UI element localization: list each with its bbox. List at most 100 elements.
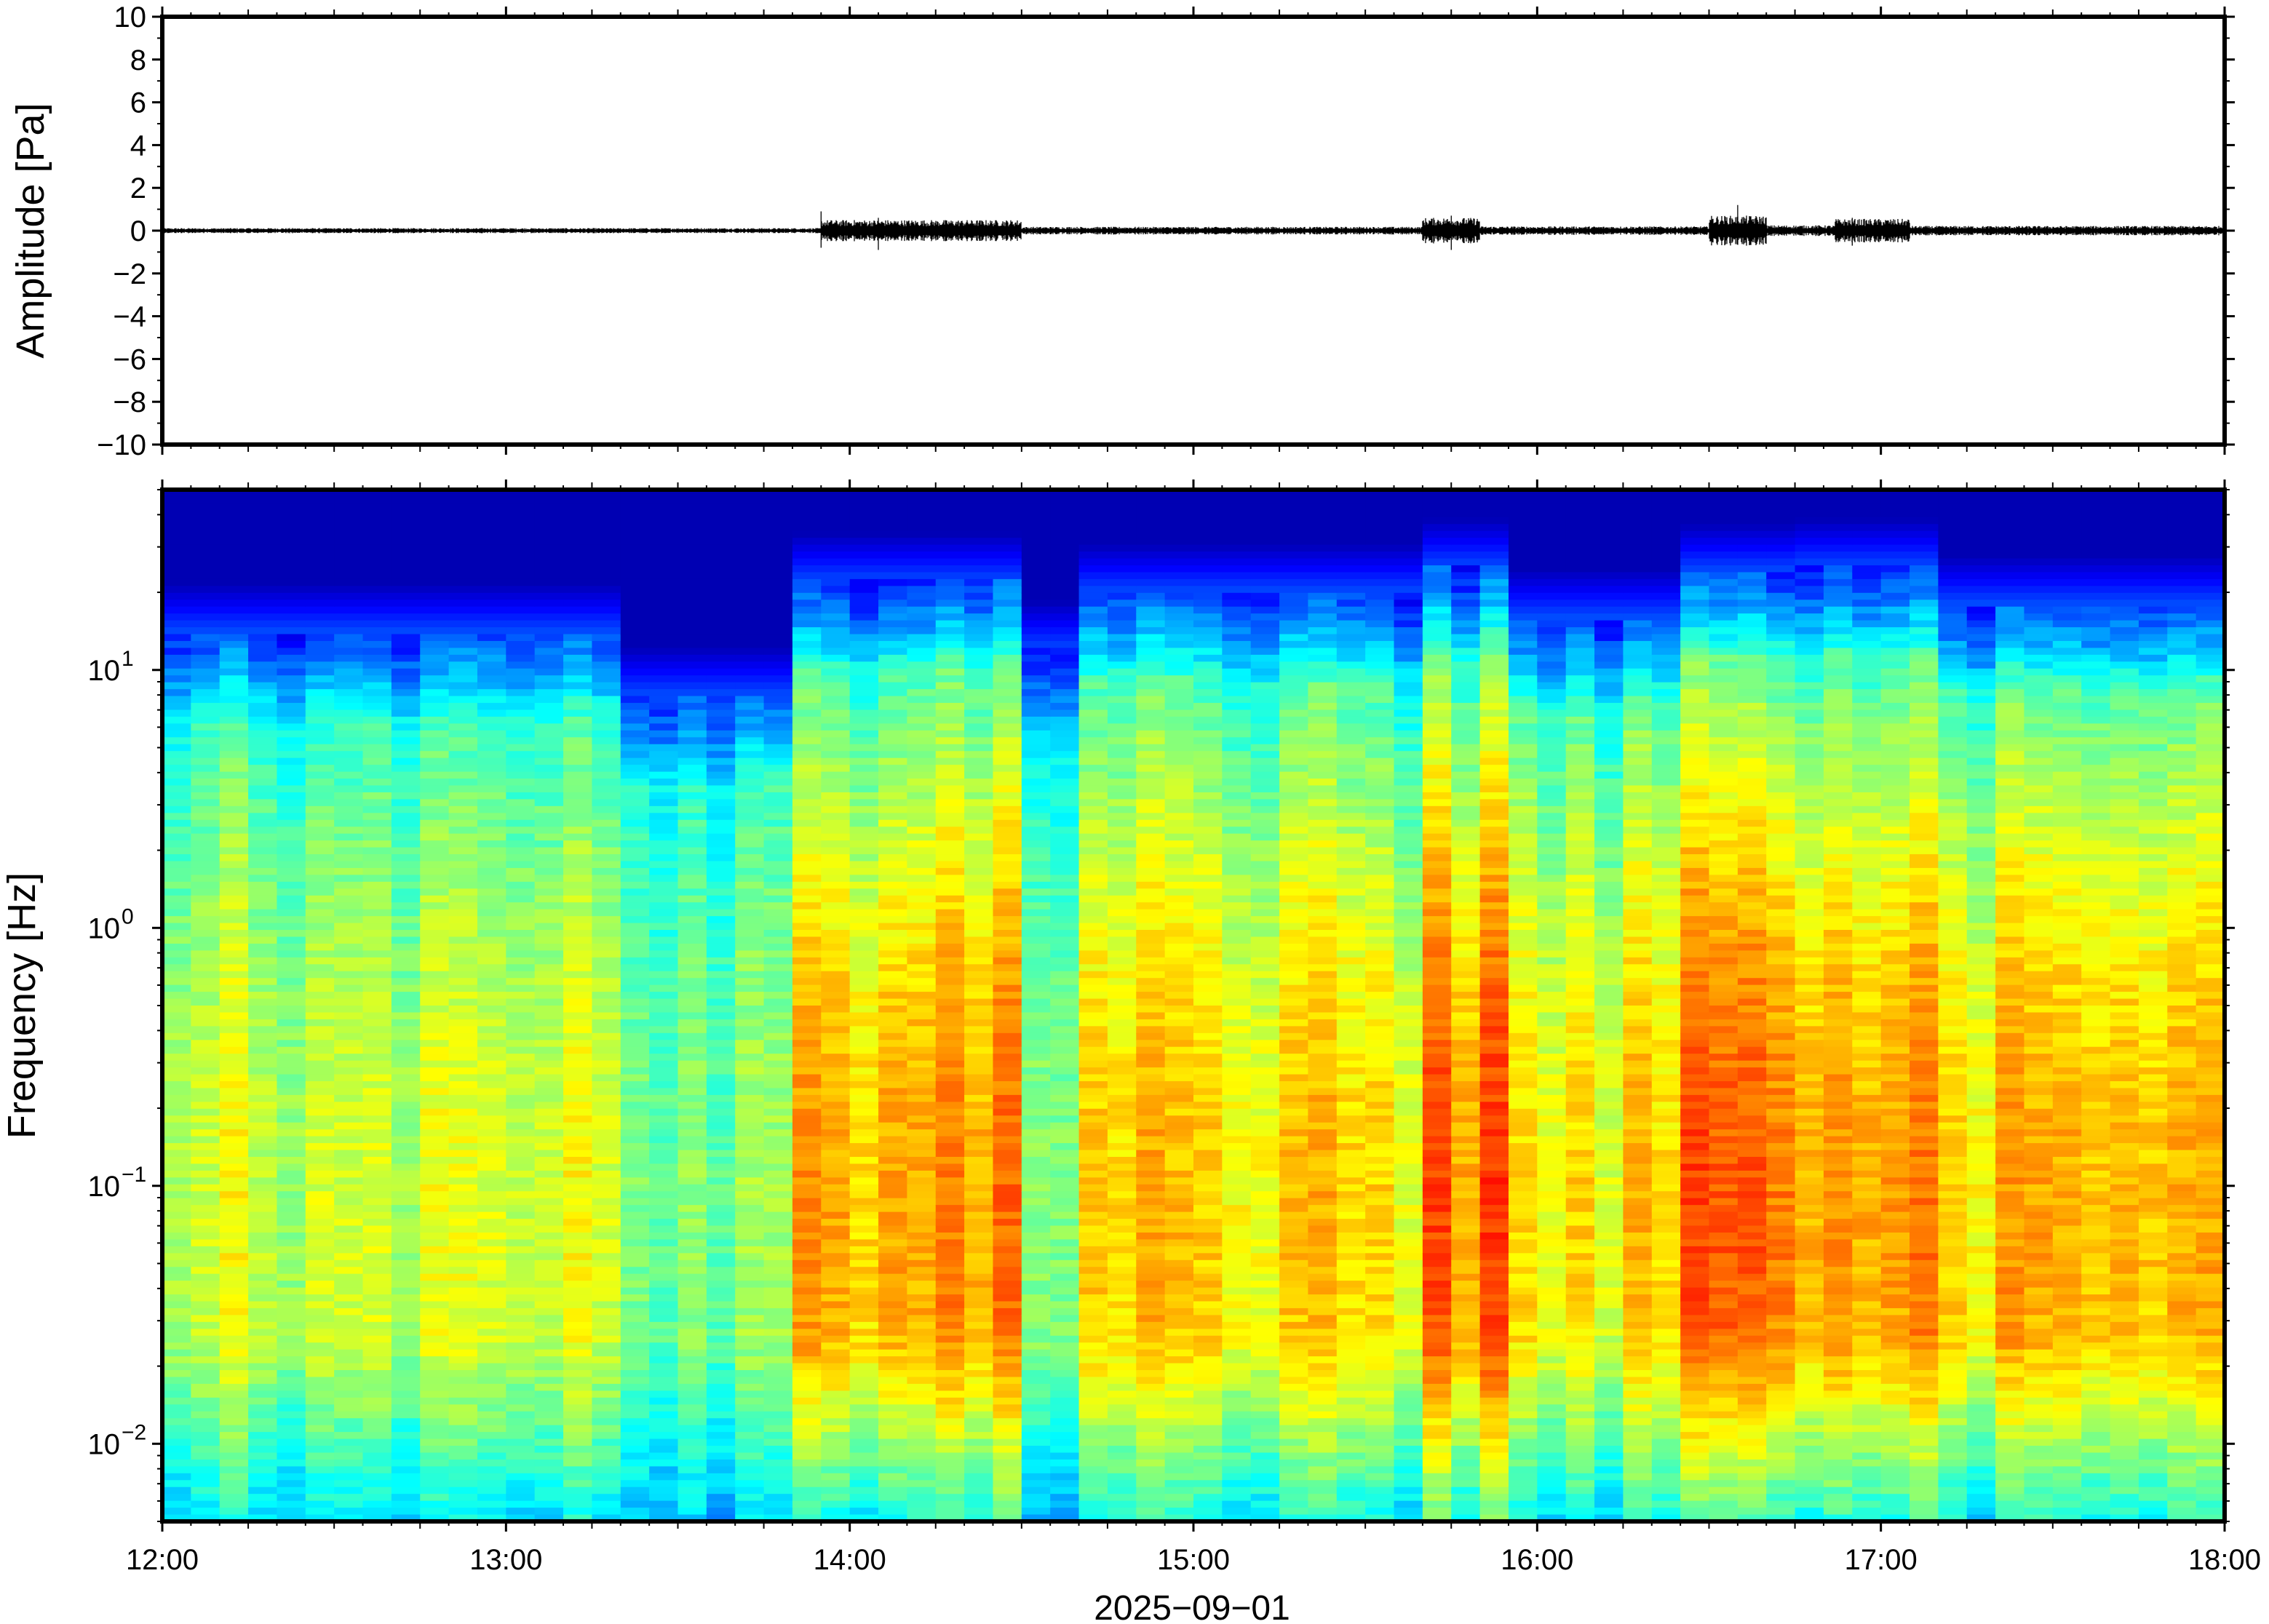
spectrogram-cell — [592, 792, 621, 800]
spectrogram-cell — [964, 1211, 994, 1219]
spectrogram-cell — [334, 936, 364, 944]
spectrogram-cell — [935, 1459, 965, 1468]
spectrogram-cell — [1050, 1267, 1080, 1275]
spectrogram-cell — [1050, 881, 1080, 890]
spectrogram-cell — [563, 833, 593, 841]
spectrogram-cell — [248, 847, 278, 855]
spectrogram-cell — [506, 1438, 536, 1446]
spectrogram-cell — [1021, 1080, 1051, 1089]
spectrogram-cell — [191, 709, 220, 717]
spectrogram-cell — [1050, 552, 1080, 560]
spectrogram-cell — [162, 1301, 192, 1309]
spectrogram-cell — [534, 654, 564, 663]
spectrogram-cell — [191, 943, 220, 952]
spectrogram-cell — [563, 1301, 593, 1309]
spectrogram-cell — [477, 552, 507, 560]
spectrogram-cell — [649, 1315, 679, 1323]
spectrogram-cell — [191, 1026, 220, 1034]
spectrogram-cell — [248, 751, 278, 759]
spectrogram-cell — [477, 1032, 507, 1041]
spectrogram-cell — [162, 875, 192, 883]
spectrogram-cell — [563, 723, 593, 731]
spectrogram-cell — [592, 1032, 621, 1041]
spectrogram-cell — [248, 1129, 278, 1137]
spectrogram-cell — [620, 538, 650, 546]
spectrogram-cell — [620, 1163, 650, 1171]
spectrogram-cell — [649, 510, 679, 518]
spectrogram-cell — [477, 1191, 507, 1199]
spectrogram-cell — [305, 923, 335, 931]
spectrogram-cell — [506, 1356, 536, 1364]
spectrogram-cell — [592, 1452, 621, 1460]
spectrogram-cell — [277, 627, 306, 635]
spectrogram-cell — [878, 1273, 908, 1281]
spectrogram-cell — [248, 813, 278, 821]
spectrogram-cell — [620, 1122, 650, 1130]
spectrogram-cell — [592, 1177, 621, 1185]
spectrogram-cell — [248, 654, 278, 663]
spectrogram-cell — [821, 730, 851, 739]
spectrogram-cell — [1050, 1404, 1080, 1412]
spectrogram-cell — [1021, 1466, 1051, 1474]
spectrogram-cell — [534, 1267, 564, 1275]
spectrogram-cell — [448, 654, 478, 663]
spectrogram-cell — [993, 950, 1022, 958]
spectrogram-cell — [649, 1239, 679, 1247]
spectrogram-cell — [563, 600, 593, 608]
spectrogram-cell — [420, 1259, 450, 1268]
spectrogram-cell — [706, 1143, 736, 1151]
spectrogram-cell — [964, 1418, 994, 1426]
spectrogram-cell — [677, 1184, 707, 1193]
spectrogram-cell — [277, 805, 306, 814]
spectrogram-cell — [248, 668, 278, 677]
spectrogram-cell — [1050, 984, 1080, 992]
spectrogram-cell — [592, 744, 621, 752]
spectrogram-cell — [248, 1446, 278, 1454]
spectrogram-cell — [878, 1032, 908, 1041]
spectrogram-cell — [935, 1315, 965, 1323]
spectrogram-cell — [219, 1307, 249, 1316]
spectrogram-cell — [305, 1329, 335, 1337]
spectrogram-cell — [334, 1287, 364, 1295]
spectrogram-cell — [1050, 490, 1080, 498]
spectrogram-cell — [448, 620, 478, 628]
spectrogram-cell — [334, 1370, 364, 1378]
spectrogram-cell — [162, 544, 192, 552]
spectrogram-cell — [362, 1026, 392, 1034]
spectrogram-cell — [162, 861, 192, 869]
spectrogram-cell — [334, 1335, 364, 1344]
spectrogram-cell — [506, 1432, 536, 1440]
spectrogram-cell — [706, 978, 736, 986]
spectrogram-cell — [448, 847, 478, 855]
spectrogram-cell — [735, 530, 765, 538]
spectrogram-cell — [592, 1486, 621, 1494]
spectrogram-cell — [277, 565, 306, 573]
spectrogram-cell — [964, 840, 994, 848]
spectrogram-cell — [706, 1108, 736, 1117]
spectrogram-cell — [735, 1370, 765, 1378]
spectrogram-cell — [649, 1019, 679, 1027]
spectrogram-cell — [792, 840, 822, 848]
spectrogram-cell — [191, 1156, 220, 1165]
spectrogram-cell — [849, 1198, 879, 1206]
spectrogram-cell — [878, 813, 908, 821]
spectrogram-cell — [849, 1397, 879, 1406]
spectrogram-cell — [677, 565, 707, 573]
spectrogram-cell — [162, 1232, 192, 1241]
spectrogram-cell — [219, 779, 249, 787]
spectrogram-cell — [821, 682, 851, 690]
spectrogram-cell — [563, 1102, 593, 1110]
spectrogram-cell — [391, 1239, 421, 1247]
spectrogram-cell — [964, 833, 994, 841]
spectrogram-cell — [792, 1150, 822, 1158]
spectrogram-cell — [935, 785, 965, 793]
spectrogram-cell — [677, 1067, 707, 1075]
spectrogram-cell — [277, 1080, 306, 1089]
spectrogram-cell — [677, 1108, 707, 1117]
spectrogram-cell — [477, 751, 507, 759]
spectrogram-cell — [907, 1307, 937, 1316]
spectrogram-cell — [907, 765, 937, 773]
spectrogram-cell — [592, 971, 621, 979]
spectrogram-cell — [420, 682, 450, 690]
spectrogram-cell — [191, 586, 220, 594]
